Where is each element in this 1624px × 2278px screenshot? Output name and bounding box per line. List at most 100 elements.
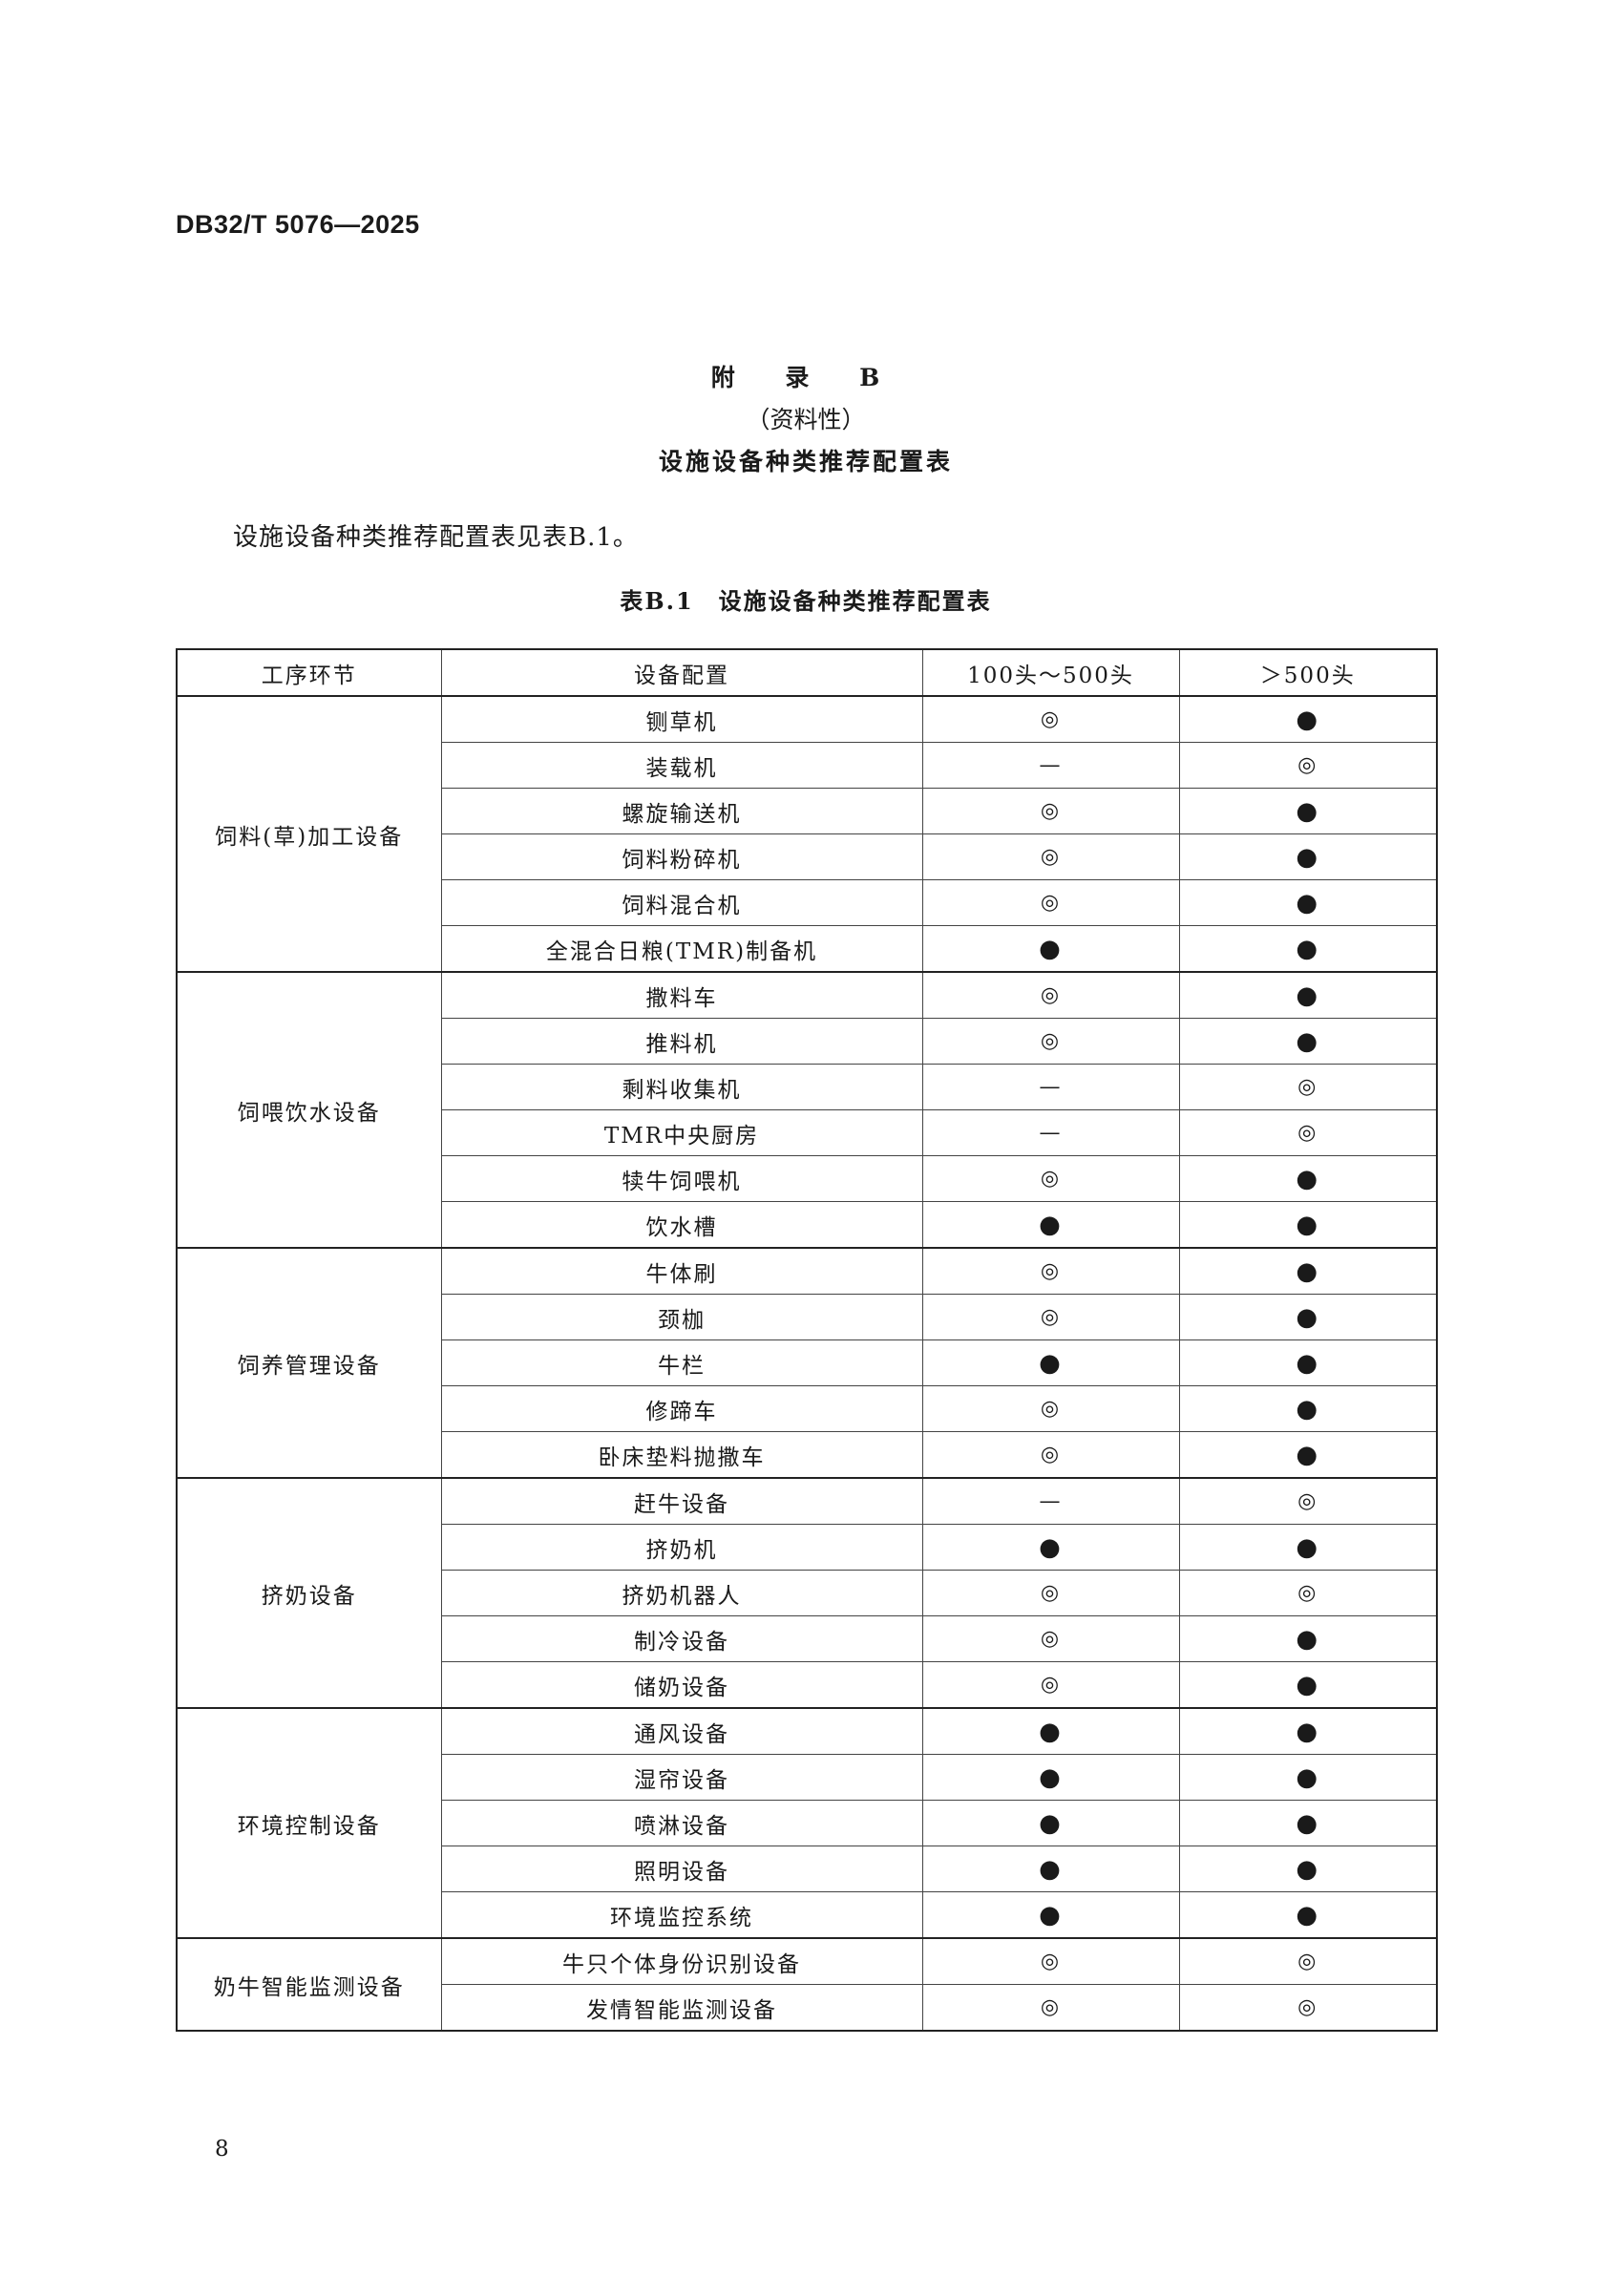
equipment-cell: 照明设备 (440, 1846, 923, 1892)
equipment-cell: 牛栏 (440, 1339, 923, 1386)
equipment-cell: 撒料车 (440, 971, 923, 1019)
table-row: 发情智能监测设备 ◎ ◎ (177, 1984, 1438, 2032)
scale-100-500-cell: ◎ (921, 1570, 1180, 1616)
equipment-cell: 卧床垫料抛撒车 (440, 1431, 923, 1479)
equipment-cell: 犊牛饲喂机 (440, 1155, 923, 1202)
table-row: 饲喂饮水设备 撒料车 ◎ ● (176, 971, 1438, 1249)
table-row: 全混合日粮(TMR)制备机 ● ● (177, 925, 1438, 973)
equipment-cell: 铡草机 (440, 695, 923, 743)
scale-over-500-cell: ● (1178, 1846, 1438, 1892)
equipment-cell: 颈枷 (440, 1294, 923, 1340)
column-header: 设备配置 (440, 648, 923, 697)
equipment-cell: 推料机 (440, 1018, 923, 1065)
equipment-cell: 喷淋设备 (440, 1800, 923, 1846)
scale-100-500-cell: ● (921, 1524, 1180, 1571)
appendix-type: （资料性） (746, 406, 866, 433)
scale-over-500-cell: ● (1178, 879, 1438, 926)
scale-100-500-cell: ◎ (921, 1247, 1180, 1295)
equipment-cell: 储奶设备 (440, 1661, 923, 1709)
scale-over-500-cell: ● (1178, 1155, 1438, 1202)
scale-over-500-cell: ● (1178, 1294, 1438, 1340)
scale-100-500-cell: ● (921, 1201, 1180, 1249)
table-row: 颈枷 ◎ ● (177, 1294, 1438, 1340)
scale-100-500-cell: ● (921, 1707, 1180, 1755)
scale-100-500-cell: ◎ (921, 879, 1180, 926)
table-row: 湿帘设备 ● ● (177, 1754, 1438, 1801)
scale-over-500-cell: ● (1178, 1891, 1438, 1939)
scale-100-500-cell: ● (921, 1800, 1180, 1846)
table-caption: 表B.1 设施设备种类推荐配置表 (620, 587, 992, 615)
scale-over-500-cell: ◎ (1178, 742, 1438, 789)
scale-over-500-cell: ● (1178, 1615, 1438, 1662)
table-row: 储奶设备 ◎ ● (177, 1661, 1438, 1709)
table-row: 照明设备 ● ● (177, 1846, 1438, 1892)
table-row: 制冷设备 ◎ ● (177, 1615, 1438, 1662)
table-row: 装载机 — ◎ (177, 742, 1438, 789)
scale-100-500-cell: — (921, 1109, 1180, 1156)
table-row: 饲养管理设备 牛体刷 ◎ ● (176, 1247, 1438, 1479)
table-row: 挤奶设备 赶牛设备 — ◎ (176, 1477, 1438, 1709)
equipment-cell: 挤奶机器人 (440, 1570, 923, 1616)
page-number: 8 (215, 2137, 229, 2162)
table-row: 饮水槽 ● ● (177, 1201, 1438, 1249)
scale-over-500-cell: ● (1178, 695, 1438, 743)
equipment-cell: 饲料混合机 (440, 879, 923, 926)
equipment-cell: 牛体刷 (440, 1247, 923, 1295)
scale-100-500-cell: ◎ (921, 1984, 1180, 2032)
scale-100-500-cell: ◎ (921, 833, 1180, 880)
scale-over-500-cell: ● (1178, 925, 1438, 973)
equipment-cell: 挤奶机 (440, 1524, 923, 1571)
equipment-cell: 修蹄车 (440, 1385, 923, 1432)
scale-over-500-cell: ◎ (1178, 1477, 1438, 1525)
table-row: 环境控制设备 通风设备 ● ● (176, 1707, 1438, 1939)
appendix-title: 附 录 B (710, 364, 901, 391)
table-row: 挤奶机 ● ● (177, 1524, 1438, 1571)
scale-100-500-cell: ◎ (921, 695, 1180, 743)
appendix-name: 设施设备种类推荐配置表 (658, 448, 953, 475)
process-stage-cell: 饲养管理设备 (176, 1247, 442, 1479)
table-row: 犊牛饲喂机 ◎ ● (177, 1155, 1438, 1202)
scale-over-500-cell: ● (1178, 788, 1438, 834)
table-header-row: 工序环节 设备配置 100头～500头 ＞500头 (176, 648, 1438, 697)
table-row: 饲料(草)加工设备 铡草机 ◎ ● (176, 695, 1438, 973)
table-row: 修蹄车 ◎ ● (177, 1385, 1438, 1432)
scale-over-500-cell: ● (1178, 1754, 1438, 1801)
scale-100-500-cell: ◎ (921, 1661, 1180, 1709)
process-stage-cell: 饲料(草)加工设备 (176, 695, 442, 973)
equipment-cell: 湿帘设备 (440, 1754, 923, 1801)
process-stage-cell: 奶牛智能监测设备 (176, 1937, 442, 2032)
equipment-cell: 螺旋输送机 (440, 788, 923, 834)
equipment-cell: 制冷设备 (440, 1615, 923, 1662)
scale-100-500-cell: ◎ (921, 788, 1180, 834)
scale-100-500-cell: ● (921, 1339, 1180, 1386)
scale-100-500-cell: ◎ (921, 1294, 1180, 1340)
table-row: 饲料混合机 ◎ ● (177, 879, 1438, 926)
equipment-cell: 装载机 (440, 742, 923, 789)
process-stage-cell: 环境控制设备 (176, 1707, 442, 1939)
column-header: 100头～500头 (921, 648, 1180, 697)
scale-100-500-cell: ● (921, 1846, 1180, 1892)
scale-100-500-cell: ◎ (921, 971, 1180, 1019)
scale-100-500-cell: ◎ (921, 1018, 1180, 1065)
scale-100-500-cell: ● (921, 1891, 1180, 1939)
equipment-cell: 发情智能监测设备 (440, 1984, 923, 2032)
equipment-cell: 环境监控系统 (440, 1891, 923, 1939)
document-code: DB32/T 5076—2025 (176, 210, 420, 239)
equipment-cell: 剩料收集机 (440, 1064, 923, 1110)
table-row: 挤奶机器人 ◎ ◎ (177, 1570, 1438, 1616)
table-row: 推料机 ◎ ● (177, 1018, 1438, 1065)
scale-over-500-cell: ◎ (1178, 1064, 1438, 1110)
scale-100-500-cell: — (921, 1064, 1180, 1110)
process-stage-cell: 挤奶设备 (176, 1477, 442, 1709)
scale-over-500-cell: ● (1178, 1018, 1438, 1065)
scale-over-500-cell: ● (1178, 1247, 1438, 1295)
scale-over-500-cell: ● (1178, 1661, 1438, 1709)
table-row: 环境监控系统 ● ● (177, 1891, 1438, 1939)
table-row: 螺旋输送机 ◎ ● (177, 788, 1438, 834)
scale-over-500-cell: ◎ (1178, 1984, 1438, 2032)
intro-paragraph: 设施设备种类推荐配置表见表B.1。 (233, 523, 639, 552)
scale-over-500-cell: ◎ (1178, 1937, 1438, 1985)
equipment-cell: 赶牛设备 (440, 1477, 923, 1525)
scale-over-500-cell: ● (1178, 971, 1438, 1019)
scale-over-500-cell: ● (1178, 1385, 1438, 1432)
